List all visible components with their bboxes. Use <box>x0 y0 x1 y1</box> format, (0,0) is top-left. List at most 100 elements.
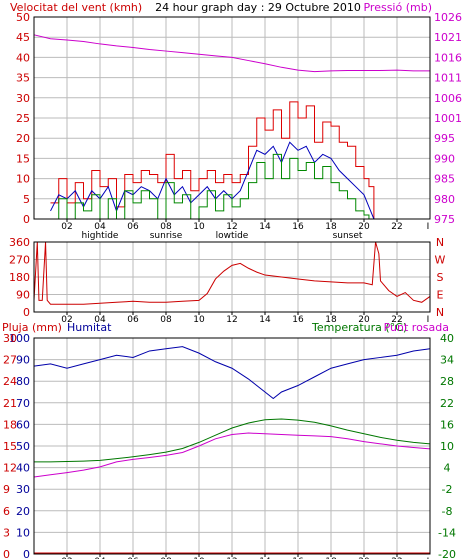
direction-y-label-270: 270 <box>9 254 30 267</box>
temperature-tick-label-10: 10 <box>193 557 205 559</box>
pressure-y-label-1021: 1021 <box>434 31 462 44</box>
temperature-tick-label-22: 22 <box>391 557 402 559</box>
temperature-y-label-16: 16 <box>440 418 454 431</box>
direction-compass-label-3: E <box>437 289 444 302</box>
rain-y-label-12: 12 <box>3 462 17 475</box>
direction-y-label-360: 360 <box>9 236 30 249</box>
temperature-y-label--14: -14 <box>438 526 456 539</box>
rain-y-label-21: 21 <box>3 397 17 410</box>
chart-title: 24 hour graph day : 29 Octubre 2010 <box>155 1 361 14</box>
direction-tick-label-04: 04 <box>94 315 106 325</box>
temperature-tick-label-12: 12 <box>226 557 237 559</box>
wind-y-label-20: 20 <box>16 132 30 145</box>
temperature-axis-title: Temperatura (°C) <box>311 321 407 334</box>
direction-panel-series <box>33 241 431 305</box>
temperature-y-label--2: -2 <box>442 483 453 496</box>
pressure-y-label-985: 985 <box>434 173 455 186</box>
temperature-y-label-40: 40 <box>440 332 454 345</box>
direction-y-label-0: 0 <box>23 306 30 319</box>
wind-event-hightide: hightide <box>82 231 119 241</box>
wind-tick-label-18: 18 <box>325 222 337 232</box>
pressure-y-label-980: 980 <box>434 193 455 206</box>
humidity-y-label-40: 40 <box>16 462 30 475</box>
pressure-y-label-995: 995 <box>434 132 455 145</box>
wind-event-lowtide: lowtide <box>216 231 249 241</box>
direction-compass-label-1: W <box>435 254 446 267</box>
temperature-y-label-4: 4 <box>444 462 451 475</box>
humidity-y-label-10: 10 <box>16 526 30 539</box>
series-direction <box>33 241 431 305</box>
humidity-y-label-20: 20 <box>16 505 30 518</box>
temperature-y-label-22: 22 <box>440 397 454 410</box>
wind-speed-axis-title: Velocitat del vent (kmh) <box>10 1 142 14</box>
temperature-y-label--8: -8 <box>442 505 453 518</box>
temperature-panel-series <box>33 346 431 554</box>
wind-panel-series <box>33 34 430 220</box>
temperature-y-label--20: -20 <box>438 548 456 559</box>
temperature-panel-axes: 0 10 20 30 40 50 60 70 80 90 100 0 3 6 9 12 15 18 21 24 27 30… <box>3 332 456 559</box>
wind-y-label-50: 50 <box>16 11 30 24</box>
direction-compass-label-0: N <box>436 236 444 249</box>
pressure-axis-title: Pressió (mb) <box>363 1 432 14</box>
wind-y-label-40: 40 <box>16 51 30 64</box>
direction-tick-label-08: 08 <box>160 315 172 325</box>
wind-tick-label-02: 02 <box>61 222 72 232</box>
wind-tick-label-12: 12 <box>226 222 237 232</box>
series-pressure <box>33 34 430 73</box>
direction-tick-label-14: 14 <box>259 315 271 325</box>
series-speed <box>50 153 427 220</box>
series-humidity <box>33 346 431 400</box>
humidity-y-label-100: 100 <box>9 332 30 345</box>
wind-tick-label-16: 16 <box>292 222 304 232</box>
rain-y-label-15: 15 <box>3 440 17 453</box>
pressure-y-label-1001: 1001 <box>434 112 462 125</box>
series-dewpoint <box>33 432 431 478</box>
pressure-y-label-1026: 1026 <box>434 11 462 24</box>
humidity-axis-title: Humitat <box>67 321 112 334</box>
direction-tick-label-06: 06 <box>127 315 139 325</box>
temperature-y-label-34: 34 <box>440 354 454 367</box>
temperature-tick-label-18: 18 <box>325 557 337 559</box>
series-average <box>50 141 427 220</box>
pressure-y-label-1016: 1016 <box>434 51 462 64</box>
direction-y-label-90: 90 <box>16 289 30 302</box>
humidity-y-label-60: 60 <box>16 418 30 431</box>
wind-event-sunset: sunset <box>333 231 363 241</box>
humidity-y-label-80: 80 <box>16 375 30 388</box>
rain-y-label-30: 30 <box>3 332 17 345</box>
wind-y-label-30: 30 <box>16 92 30 105</box>
wind-tick-label-22: 22 <box>391 222 402 232</box>
dewpoint-axis-title: Punt rosada <box>384 321 449 334</box>
direction-tick-label-12: 12 <box>226 315 237 325</box>
direction-y-label-180: 180 <box>9 271 30 284</box>
series-gust <box>50 101 427 220</box>
wind-event-sunrise: sunrise <box>150 231 183 241</box>
direction-compass-label-2: S <box>437 271 444 284</box>
humidity-y-label-0: 0 <box>23 548 30 559</box>
temperature-y-label-10: 10 <box>440 440 454 453</box>
rain-y-label-27: 27 <box>3 354 17 367</box>
humidity-y-label-50: 50 <box>16 440 30 453</box>
direction-tick-label-16: 16 <box>292 315 304 325</box>
temperature-tick-label-04: 04 <box>94 557 106 559</box>
wind-y-label-45: 45 <box>16 31 30 44</box>
rain-y-label-24: 24 <box>3 375 17 388</box>
pressure-y-label-1006: 1006 <box>434 92 462 105</box>
temperature-tick-label-16: 16 <box>292 557 304 559</box>
humidity-y-label-90: 90 <box>16 354 30 367</box>
wind-y-label-35: 35 <box>16 72 30 85</box>
direction-tick-label-22: 22 <box>391 315 402 325</box>
temperature-y-label-28: 28 <box>440 375 454 388</box>
direction-tick-label-02: 02 <box>61 315 72 325</box>
humidity-y-label-30: 30 <box>16 483 30 496</box>
temperature-tick-label-end: I <box>427 557 430 559</box>
temperature-tick-label-20: 20 <box>358 557 370 559</box>
wind-tick-label-04: 04 <box>94 222 106 232</box>
wind-y-label-0: 0 <box>23 213 30 226</box>
pressure-y-label-975: 975 <box>434 213 455 226</box>
temperature-tick-label-02: 02 <box>61 557 72 559</box>
rain-y-label-18: 18 <box>3 418 17 431</box>
